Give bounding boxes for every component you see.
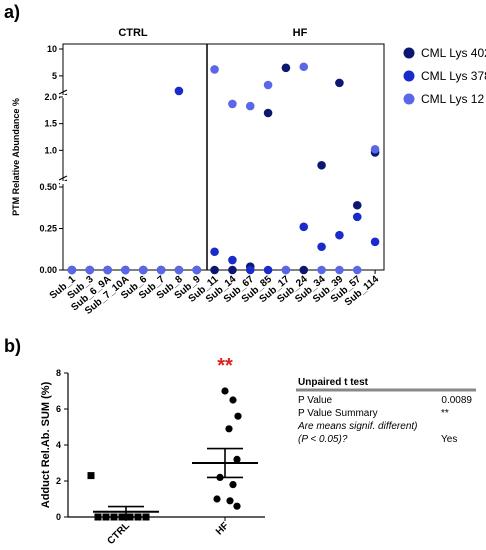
panel-a-ylabel: PTM Relative Abundance % (11, 98, 21, 216)
data-point-cml-lys-402 (210, 265, 219, 275)
legend-label: CML Lys 402 (421, 46, 486, 60)
y-tick-label: 2.0 (44, 92, 57, 102)
panel-a-plot: CTRL HF PTM Relative Abundance % 0.00 0.2… (11, 27, 385, 317)
data-point-hf (234, 412, 242, 420)
data-point-cml-lys-378 (210, 247, 219, 257)
panel-a-frame (62, 43, 385, 271)
group-title-ctrl: CTRL (118, 27, 148, 39)
legend: CML Lys 402 CML Lys 378 CML Lys 12 (403, 46, 486, 106)
y-tick-label: 8 (56, 368, 61, 378)
data-point-ctrl (102, 513, 110, 521)
data-point-cml-lys-12 (121, 265, 130, 275)
ttest-row-value: ** (441, 408, 449, 419)
data-point-cml-lys-402 (228, 265, 237, 275)
data-point-cml-lys-12 (156, 265, 166, 275)
ttest-row-label: P Value Summary (298, 408, 378, 419)
data-point-cml-lys-402 (317, 160, 326, 170)
ttest-row-value: 0.0089 (441, 395, 472, 406)
y-tick-label: 6 (56, 404, 61, 414)
legend-marker (403, 70, 415, 82)
ttest-title: Unpaired t test (298, 377, 369, 388)
ttest-row-label: Are means signif. different) (297, 421, 418, 432)
panel-a-x-ticks: Sub_1Sub_3Sub_6_9ASub_7_10ASub_6Sub_7Sub… (48, 270, 381, 317)
y-tick-label: 0.25 (39, 224, 57, 234)
data-point-cml-lys-378 (228, 255, 237, 265)
data-point-cml-lys-12 (263, 80, 273, 90)
data-point-cml-lys-12 (85, 265, 95, 275)
data-point-cml-lys-12 (370, 144, 380, 154)
data-point-cml-lys-402 (352, 200, 362, 210)
y-tick-label: 10 (47, 44, 57, 54)
y-tick-label: 0.50 (39, 182, 57, 192)
ttest-row-label: (P < 0.05)? (298, 434, 348, 445)
data-point-cml-lys-12 (228, 99, 237, 109)
data-point-cml-lys-12 (103, 265, 112, 275)
y-tick-label: 1.0 (44, 145, 57, 155)
data-point-cml-lys-378 (299, 222, 309, 232)
data-point-cml-lys-12 (67, 265, 77, 275)
panel-b-points (87, 387, 258, 521)
data-point-cml-lys-378 (317, 242, 326, 252)
significance-marker: ** (217, 355, 233, 377)
data-point-cml-lys-378 (370, 237, 380, 247)
group-title-hf: HF (293, 27, 308, 39)
data-point-hf (229, 481, 237, 489)
panel-a-points (67, 62, 380, 275)
data-point-cml-lys-12 (174, 265, 184, 275)
legend-marker (403, 93, 415, 105)
panel-b-y-ticks: 0 2 4 6 8 (56, 368, 68, 522)
data-point-hf (226, 497, 234, 505)
data-point-cml-lys-12 (138, 265, 148, 275)
data-point-hf (233, 455, 241, 463)
data-point-cml-lys-12 (352, 265, 362, 275)
x-tick-label: HF (214, 520, 231, 537)
panel-a-label: a) (4, 2, 20, 22)
legend-marker (403, 47, 415, 59)
data-point-cml-lys-378 (174, 86, 184, 96)
data-point-ctrl (87, 472, 95, 480)
data-point-cml-lys-12 (335, 265, 344, 275)
data-point-cml-lys-378 (335, 230, 344, 240)
data-point-hf (229, 396, 237, 404)
data-point-hf (233, 502, 241, 510)
data-point-ctrl (94, 513, 102, 521)
data-point-cml-lys-12 (299, 62, 309, 72)
y-tick-label: 0 (56, 512, 61, 522)
y-tick-label: 0.00 (39, 265, 57, 275)
y-tick-label: 4 (56, 440, 61, 450)
y-tick-label: 1.5 (44, 119, 57, 129)
y-tick-label: 5 (52, 71, 57, 81)
data-point-cml-lys-12 (210, 65, 219, 74)
panel-b-plot: Adduct Rel.Ab. SUM (%) 0 2 4 6 8 CTRL HF ** (40, 355, 265, 547)
data-point-cml-lys-402 (281, 63, 291, 73)
data-point-ctrl (142, 513, 150, 521)
data-point-cml-lys-12 (192, 265, 202, 275)
data-point-cml-lys-12 (245, 101, 255, 111)
data-point-cml-lys-402 (335, 78, 344, 88)
panel-b-x-ticks: CTRL HF (105, 517, 231, 547)
data-point-hf (213, 495, 221, 503)
data-point-cml-lys-12 (281, 265, 291, 275)
legend-label: CML Lys 378 (421, 69, 486, 83)
data-point-hf (221, 387, 229, 395)
data-point-cml-lys-12 (317, 265, 326, 275)
legend-label: CML Lys 12 (421, 92, 484, 106)
data-point-cml-lys-378 (245, 265, 255, 275)
data-point-cml-lys-378 (263, 265, 273, 275)
data-point-cml-lys-402 (263, 108, 273, 118)
ttest-row-label: P Value (298, 395, 333, 406)
y-tick-label: 2 (56, 476, 61, 486)
x-tick-label: CTRL (105, 520, 132, 547)
data-point-hf (225, 425, 233, 433)
panel-b-label: b) (4, 336, 21, 356)
data-point-cml-lys-402 (299, 265, 309, 275)
ttest-table: Unpaired t test P Value 0.0089 P Value S… (296, 377, 476, 445)
panel-b-ylabel: Adduct Rel.Ab. SUM (%) (40, 381, 52, 508)
ttest-row-value: Yes (441, 434, 457, 445)
data-point-cml-lys-378 (352, 212, 362, 222)
panel-a-y-ticks: 0.00 0.25 0.50 1.0 1.5 2.0 5 10 (39, 44, 63, 275)
